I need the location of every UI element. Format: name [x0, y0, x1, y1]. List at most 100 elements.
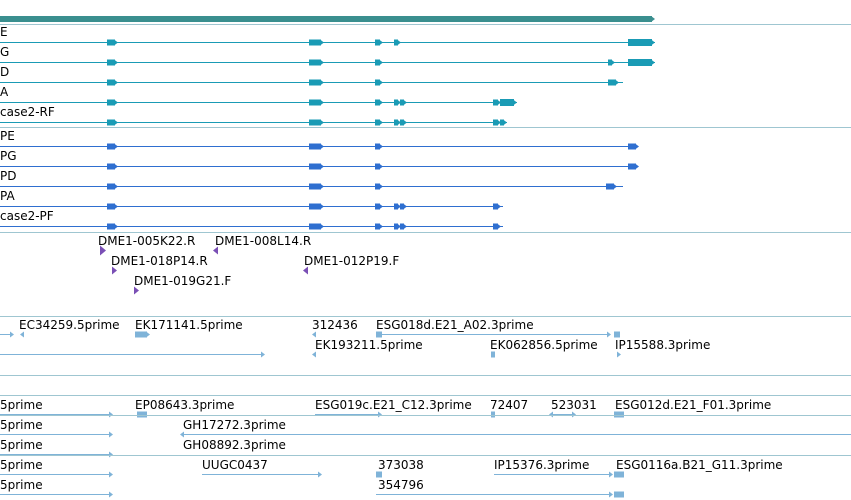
track-separator: [0, 455, 851, 456]
est-label[interactable]: 354796: [378, 478, 424, 492]
polypeptide-label[interactable]: PG: [0, 149, 17, 163]
est-label[interactable]: GH08892.3prime: [183, 438, 286, 452]
clone-end-label[interactable]: DME1-012P19.F: [304, 254, 400, 268]
clone-end-label[interactable]: DME1-005K22.R: [98, 234, 196, 248]
polypeptide-segment: [107, 203, 115, 210]
transcript-exon: [375, 119, 380, 126]
est-label[interactable]: IP15588.3prime: [615, 338, 711, 352]
strand-arrow: [114, 79, 118, 86]
est-label[interactable]: UUGC0437: [202, 458, 268, 472]
transcript-exon: [375, 39, 380, 46]
est-label[interactable]: 5prime: [0, 438, 43, 452]
transcript-exon: [107, 59, 115, 66]
est-alignment: [614, 411, 624, 418]
strand-arrow: [613, 183, 617, 190]
track-separator: [0, 395, 851, 396]
clone-end-label[interactable]: DME1-019G21.F: [134, 274, 232, 288]
transcript-exon: [107, 79, 115, 86]
est-label[interactable]: 5prime: [0, 418, 43, 432]
strand-arrow: [611, 59, 615, 66]
est-label[interactable]: EC34259.5prime: [19, 318, 120, 332]
track-separator: [0, 415, 851, 416]
strand-arrow: [320, 59, 324, 66]
polypeptide-label[interactable]: case2-PF: [0, 209, 54, 223]
transcript-exon: [309, 59, 321, 66]
est-alignment: [376, 331, 382, 338]
polypeptide-label[interactable]: PE: [0, 129, 15, 143]
gene-span-bar: [0, 16, 652, 22]
strand-arrow: [109, 431, 113, 438]
polypeptide-segment: [375, 203, 380, 210]
est-label[interactable]: 312436: [312, 318, 358, 332]
strand-arrow: [403, 119, 407, 126]
polypeptide-label[interactable]: PA: [0, 189, 15, 203]
transcript-exon: [107, 99, 115, 106]
strand-arrow: [572, 411, 576, 418]
est-label[interactable]: GH17272.3prime: [183, 418, 286, 432]
est-label[interactable]: 5prime: [0, 458, 43, 472]
est-label[interactable]: EK193211.5prime: [315, 338, 423, 352]
est-label[interactable]: ESG019c.E21_C12.3prime: [315, 398, 472, 412]
transcript-exon: [394, 39, 398, 46]
est-label[interactable]: 5prime: [0, 398, 43, 412]
est-label[interactable]: EP08643.3prime: [135, 398, 235, 412]
est-alignment: [312, 331, 316, 338]
polypeptide-segment: [628, 163, 636, 170]
gene-span-arrow: [651, 16, 655, 22]
est-label[interactable]: 5prime: [0, 478, 43, 492]
strand-arrow: [607, 331, 611, 338]
strand-arrow: [114, 143, 118, 150]
strand-arrow: [397, 99, 401, 106]
est-label[interactable]: 373038: [378, 458, 424, 472]
strand-arrow: [403, 99, 407, 106]
est-label[interactable]: ESG012d.E21_F01.3prime: [615, 398, 772, 412]
polypeptide-segment: [493, 203, 498, 210]
strand-arrow: [403, 203, 407, 210]
transcript-exon: [375, 99, 380, 106]
polypeptide-segment: [107, 143, 115, 150]
est-alignment: [614, 471, 624, 478]
strand-arrow: [114, 39, 118, 46]
polypeptide-label[interactable]: PD: [0, 169, 17, 183]
polypeptide-segment: [375, 223, 380, 230]
est-alignment: [376, 471, 382, 478]
strand-arrow: [497, 119, 501, 126]
est-label[interactable]: ESG0116a.B21_G11.3prime: [616, 458, 783, 472]
strand-arrow: [320, 99, 324, 106]
strand-arrow: [497, 203, 501, 210]
est-label[interactable]: IP15376.3prime: [494, 458, 590, 472]
polypeptide-segment: [493, 223, 498, 230]
polypeptide-segment: [375, 163, 380, 170]
est-label[interactable]: EK062856.5prime: [490, 338, 598, 352]
strand-arrow: [114, 59, 118, 66]
strand-arrow: [397, 39, 401, 46]
track-separator: [0, 316, 851, 317]
transcript-label[interactable]: case2-RF: [0, 105, 55, 119]
strand-arrow: [651, 39, 655, 46]
strand-arrow: [114, 183, 118, 190]
strand-arrow: [497, 99, 501, 106]
clone-end-marker: [213, 246, 218, 255]
strand-arrow: [635, 163, 639, 170]
transcript-exon: [500, 119, 504, 126]
transcript-label[interactable]: A: [0, 85, 9, 99]
transcript-exon: [309, 79, 321, 86]
strand-arrow: [320, 119, 324, 126]
strand-arrow: [10, 331, 14, 338]
transcript-label[interactable]: D: [0, 65, 10, 79]
transcript-label[interactable]: G: [0, 45, 10, 59]
strand-arrow: [320, 143, 324, 150]
est-alignment: [312, 351, 316, 358]
clone-end-label[interactable]: DME1-008L14.R: [215, 234, 312, 248]
est-alignment: [137, 411, 147, 418]
transcript-label[interactable]: E: [0, 25, 8, 39]
strand-arrow: [513, 99, 517, 106]
transcript-exon: [375, 59, 380, 66]
est-label[interactable]: 72407: [490, 398, 529, 412]
est-label[interactable]: 523031: [551, 398, 597, 412]
strand-arrow: [549, 411, 553, 418]
est-label[interactable]: ESG018d.E21_A02.3prime: [376, 318, 534, 332]
est-label[interactable]: EK171141.5prime: [135, 318, 243, 332]
strand-arrow: [379, 99, 383, 106]
clone-end-label[interactable]: DME1-018P14.R: [111, 254, 208, 268]
